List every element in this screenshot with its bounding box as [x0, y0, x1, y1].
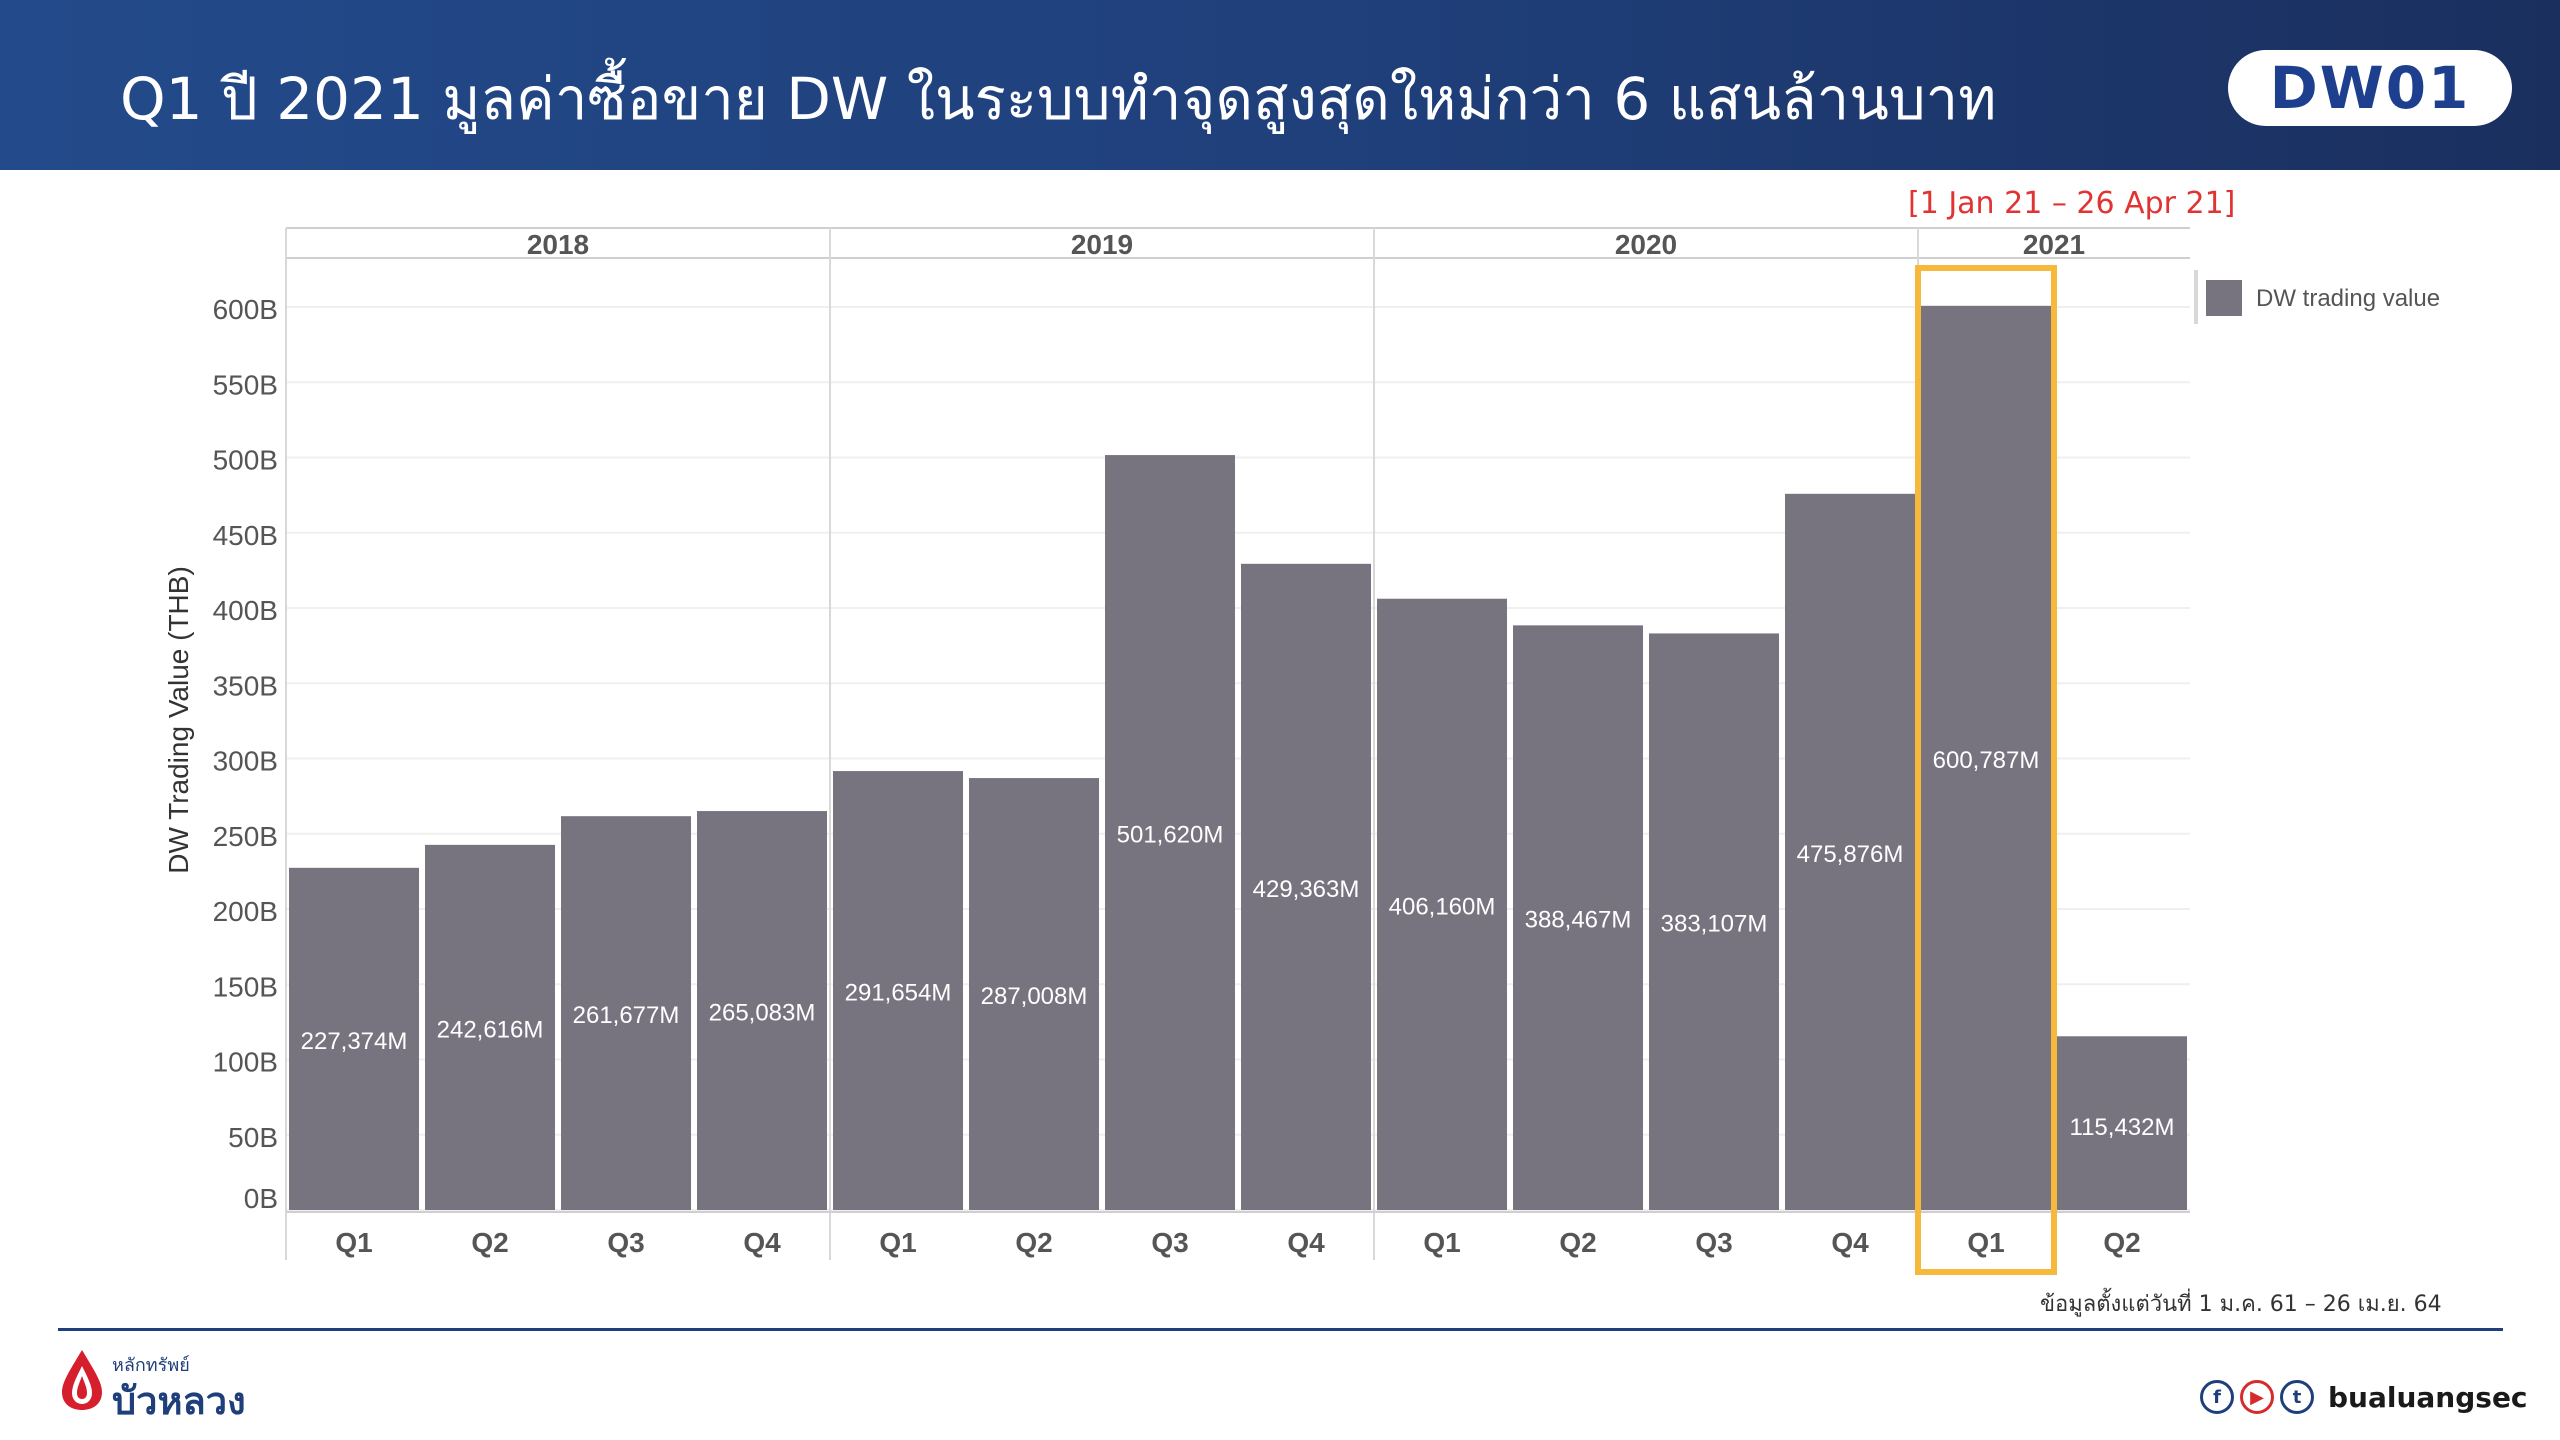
- twitter-icon[interactable]: t: [2280, 1380, 2314, 1414]
- y-tick-label: 600B: [213, 294, 278, 325]
- data-label: 501,620M: [1117, 822, 1224, 849]
- data-label: 242,616M: [437, 1016, 544, 1043]
- legend-label: DW trading value: [2256, 285, 2440, 312]
- group-label-2021: 2021: [2023, 229, 2085, 260]
- bar-3: [697, 811, 827, 1210]
- y-tick-label: 400B: [213, 595, 278, 626]
- data-label: 406,160M: [1389, 893, 1496, 920]
- x-tick-label: Q3: [607, 1227, 644, 1258]
- date-range-note: [1 Jan 21 – 26 Apr 21]: [1908, 186, 2236, 221]
- y-tick-label: 0B: [244, 1183, 278, 1214]
- bar-1: [425, 844, 555, 1210]
- bar-12: [1921, 305, 2051, 1210]
- y-tick-label: 450B: [213, 520, 278, 551]
- legend-swatch: [2206, 280, 2242, 316]
- x-tick-label: Q2: [1015, 1227, 1052, 1258]
- bar-10: [1649, 633, 1779, 1210]
- x-tick-label: Q1: [1967, 1227, 2004, 1258]
- x-tick-label: Q3: [1151, 1227, 1188, 1258]
- x-tick-label: Q4: [743, 1227, 781, 1258]
- data-label: 600,787M: [1933, 747, 2040, 774]
- data-label: 115,432M: [2070, 1114, 2175, 1141]
- y-tick-label: 200B: [213, 896, 278, 927]
- bar-4: [833, 771, 963, 1210]
- social-links: f ▶ t bualuangsec: [2200, 1380, 2528, 1414]
- footer-divider: [58, 1328, 2503, 1331]
- brand-name: บัวหลวง: [112, 1379, 246, 1423]
- x-tick-label: Q1: [1423, 1227, 1460, 1258]
- data-label: 227,374M: [301, 1028, 408, 1055]
- source-note: ข้อมูลตั้งแต่วันที่ 1 ม.ค. 61 – 26 เม.ย.…: [2040, 1292, 2442, 1317]
- bualuang-brand: หลักทรัพย์ บัวหลวง: [60, 1348, 246, 1423]
- bar-11: [1785, 493, 1915, 1210]
- bar-6: [1105, 455, 1235, 1210]
- bar-8: [1377, 598, 1507, 1210]
- dw01-logo: DW01: [2228, 50, 2512, 126]
- bar-0: [289, 867, 419, 1210]
- bar-7: [1241, 563, 1371, 1210]
- data-label: 291,654M: [845, 980, 952, 1007]
- bar-13: [2057, 1036, 2187, 1210]
- bualuang-logo-icon: [62, 1350, 102, 1410]
- page-title: Q1 ปี 2021 มูลค่าซื้อขาย DW ในระบบทำจุดส…: [120, 65, 1997, 133]
- data-label: 475,876M: [1797, 841, 1904, 868]
- x-tick-label: Q4: [1831, 1227, 1869, 1258]
- youtube-icon[interactable]: ▶: [2240, 1380, 2274, 1414]
- logo-text: DW01: [2269, 54, 2471, 122]
- highlight-box: [1915, 265, 2057, 1275]
- x-tick-label: Q1: [335, 1227, 372, 1258]
- x-tick-label: Q4: [1287, 1227, 1325, 1258]
- y-axis-label: DW Trading Value (THB): [163, 566, 194, 874]
- bar-5: [969, 778, 1099, 1210]
- group-label-2020: 2020: [1615, 229, 1677, 260]
- data-label: 383,107M: [1661, 911, 1768, 938]
- data-label: 388,467M: [1525, 907, 1632, 934]
- brand-small-text: หลักทรัพย์: [112, 1355, 190, 1376]
- group-label-2018: 2018: [527, 229, 589, 260]
- y-tick-label: 300B: [213, 746, 278, 777]
- x-tick-label: Q2: [2103, 1227, 2140, 1258]
- bar-2: [561, 816, 691, 1210]
- y-tick-label: 550B: [213, 369, 278, 400]
- dw-trading-chart: 0B 50B 100B 150B 200B 250B 300B 350B 400B 450B 500…: [163, 227, 2440, 1275]
- x-tick-label: Q2: [1559, 1227, 1596, 1258]
- y-tick-label: 350B: [213, 670, 278, 701]
- y-tick-label: 100B: [213, 1047, 278, 1078]
- data-label: 261,677M: [573, 1002, 680, 1029]
- x-tick-label: Q2: [471, 1227, 508, 1258]
- x-tick-label: Q3: [1695, 1227, 1732, 1258]
- bar-9: [1513, 625, 1643, 1210]
- data-label: 287,008M: [981, 983, 1088, 1010]
- facebook-icon[interactable]: f: [2200, 1380, 2234, 1414]
- x-tick-label: Q1: [879, 1227, 916, 1258]
- header-banner: Q1 ปี 2021 มูลค่าซื้อขาย DW ในระบบทำจุดส…: [0, 0, 2560, 170]
- y-tick-label: 500B: [213, 445, 278, 476]
- y-tick-label: 50B: [228, 1122, 278, 1153]
- data-label: 429,363M: [1253, 876, 1360, 903]
- y-tick-label: 250B: [213, 821, 278, 852]
- social-handle[interactable]: bualuangsec: [2328, 1380, 2528, 1414]
- y-tick-label: 150B: [213, 971, 278, 1002]
- group-label-2019: 2019: [1071, 229, 1133, 260]
- data-label: 265,083M: [709, 1000, 816, 1027]
